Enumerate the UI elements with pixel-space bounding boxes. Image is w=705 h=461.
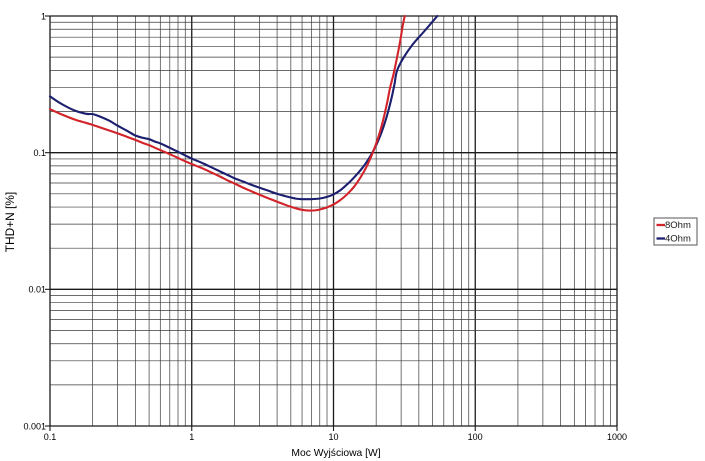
svg-text:0.1: 0.1 — [33, 148, 46, 158]
svg-text:4Ohm: 4Ohm — [665, 234, 691, 245]
svg-text:10: 10 — [328, 432, 338, 442]
svg-text:100: 100 — [468, 432, 483, 442]
svg-text:1: 1 — [41, 11, 46, 21]
svg-text:THD+N [%]: THD+N [%] — [3, 192, 17, 252]
svg-text:0.01: 0.01 — [28, 285, 46, 295]
svg-text:1000: 1000 — [607, 432, 627, 442]
svg-text:Moc Wyjściowa [W]: Moc Wyjściowa [W] — [291, 448, 380, 459]
svg-text:8Ohm: 8Ohm — [665, 220, 691, 231]
svg-text:0.001: 0.001 — [23, 421, 46, 431]
svg-text:0.1: 0.1 — [44, 432, 57, 442]
svg-text:1: 1 — [189, 432, 194, 442]
